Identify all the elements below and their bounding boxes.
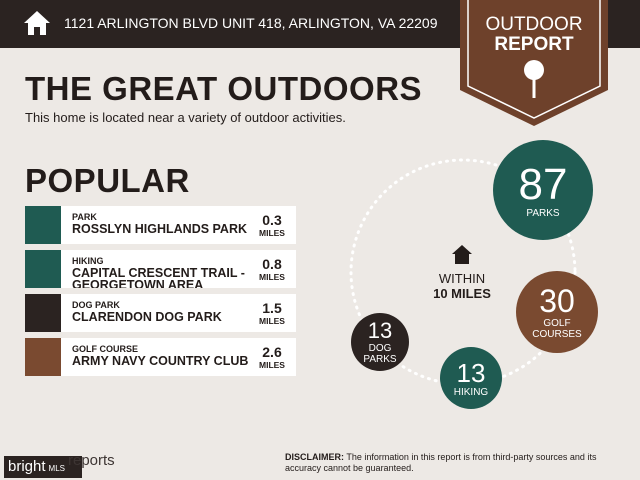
home-icon (24, 11, 50, 35)
count-circle: 30 GOLF COURSES (516, 271, 598, 353)
count-value: 87 (518, 159, 568, 209)
count-value: 13 (456, 357, 486, 388)
place-name: CLARENDON DOG PARK (72, 311, 222, 324)
count-value: 30 (539, 283, 575, 319)
place-distance: 1.5 (262, 300, 282, 316)
place-distance: 0.8 (262, 256, 282, 272)
place-distance: 2.6 (262, 344, 282, 360)
place-name: CAPITAL CRESCENT TRAIL - GEORGETOWN AREA (72, 267, 245, 288)
place-distance: 0.3 (262, 212, 282, 228)
place-icon (25, 250, 61, 288)
subtitle: This home is located near a variety of o… (25, 110, 346, 125)
place-icon (25, 206, 61, 244)
count-value: 13 (367, 318, 393, 343)
disclaimer-label: DISCLAIMER: (285, 452, 344, 462)
brand: reports (68, 452, 115, 469)
place-unit: MILES (259, 360, 285, 370)
place-row: HIKING CAPITAL CRESCENT TRAIL - GEORGETOW… (25, 250, 296, 288)
popular-heading: POPULAR (25, 162, 190, 199)
disclaimer-text: The information in this report is from t… (285, 452, 597, 473)
count-circle: 13 HIKING (440, 347, 502, 409)
place-category: GOLF COURSE (72, 344, 139, 354)
place-category: DOG PARK (72, 300, 120, 310)
disclaimer: DISCLAIMER: The information in this repo… (285, 452, 615, 474)
badge-line1: OUTDOOR (485, 14, 582, 35)
place-icon (25, 338, 61, 376)
place-row: GOLF COURSE ARMY NAVY COUNTRY CLUB 2.6 MILE… (25, 338, 296, 376)
radius-line1: WITHIN (438, 271, 486, 286)
count-label: DOG PARKS (363, 343, 397, 365)
badge: OUTDOOR REPORT (460, 0, 608, 126)
place-row: PARK ROSSLYN HIGHLANDS PARK 0.3 MILES (25, 206, 296, 244)
badge-line2: REPORT (494, 34, 574, 55)
logo: bright MLS (4, 456, 82, 478)
place-name: ARMY NAVY COUNTRY CLUB (72, 355, 249, 368)
place-category: PARK (72, 212, 97, 222)
count-label: HIKING (453, 386, 489, 398)
count-circle: 87 PARKS (493, 140, 593, 240)
title: THE GREAT OUTDOORS (25, 70, 423, 107)
logo-suffix: MLS (48, 464, 65, 473)
place-unit: MILES (259, 272, 285, 282)
place-row: DOG PARK CLARENDON DOG PARK 1.5 MILES (25, 294, 296, 332)
count-label: GOLF COURSES (532, 318, 582, 340)
address: 1121 ARLINGTON BLVD UNIT 418, ARLINGTON,… (64, 15, 438, 31)
radius-line2: 10 MILES (433, 286, 491, 301)
place-name: ROSSLYN HIGHLANDS PARK (72, 223, 248, 236)
logo-text: bright (8, 458, 46, 475)
count-circle: 13 DOG PARKS (351, 313, 409, 371)
place-unit: MILES (259, 316, 285, 326)
place-unit: MILES (259, 228, 285, 238)
count-label: PARKS (526, 207, 560, 219)
place-category: HIKING (72, 256, 104, 266)
place-icon (25, 294, 61, 332)
